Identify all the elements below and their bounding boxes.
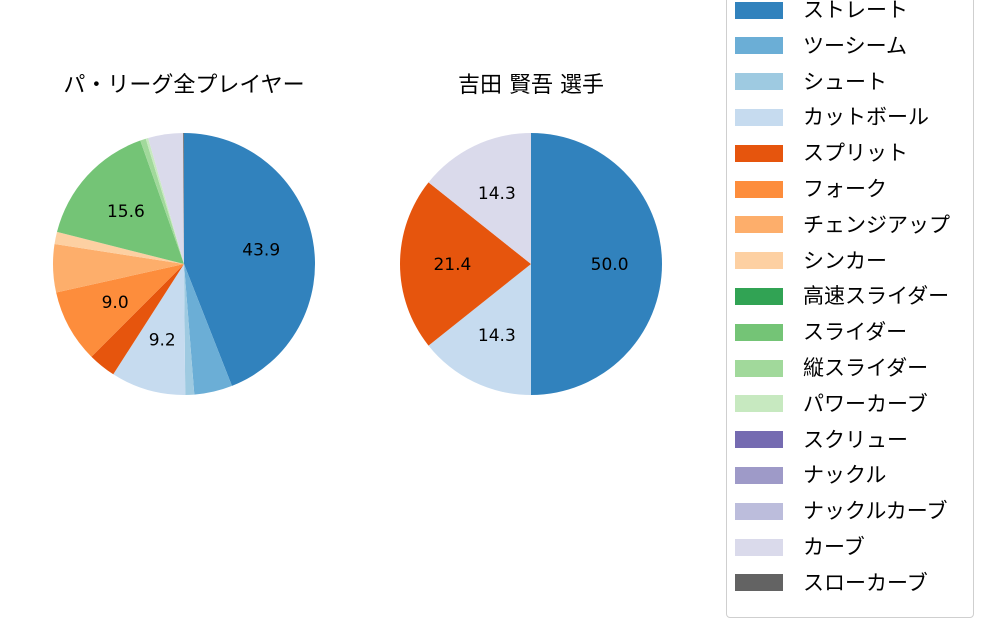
slice-value-label: 15.6 — [107, 202, 145, 222]
pie-slice — [184, 264, 195, 395]
legend-label: ツーシーム — [803, 33, 907, 58]
legend-item: 縦スライダー — [735, 355, 928, 381]
legend-label: チェンジアップ — [803, 212, 950, 237]
legend-item: カーブ — [735, 534, 865, 560]
pie-slice — [428, 133, 531, 264]
legend: ストレートツーシームシュートカットボール スプリットフォークチェンジアップ シンカー… — [726, 0, 974, 618]
pie-slice — [91, 264, 184, 375]
pie-slice — [56, 264, 184, 357]
legend-swatch — [735, 538, 783, 556]
legend-label: ナックル — [803, 463, 887, 488]
legend-swatch — [735, 216, 783, 234]
slice-value-label: 9.2 — [149, 331, 176, 351]
legend-label: カットボール — [803, 105, 929, 130]
pie-slice — [184, 132, 316, 386]
legend-item: パワーカーブ — [735, 391, 928, 417]
pie-slice — [113, 264, 186, 395]
pie-chart-player: 吉田 賢吾 選手 50.0 14.3 21.4 14.3 — [399, 73, 662, 395]
legend-swatch — [735, 73, 783, 91]
legend-swatch — [735, 37, 783, 55]
legend-item: スプリット — [735, 140, 908, 166]
legend-label: スライダー — [803, 320, 908, 345]
slice-value-label: 50.0 — [591, 255, 629, 275]
legend-label: 高速スライダー — [803, 284, 950, 309]
legend-label: ストレート — [803, 0, 908, 22]
pie-slice — [140, 138, 184, 264]
pie-slice — [531, 133, 662, 395]
legend-swatch — [735, 359, 783, 377]
pie-slice — [54, 231, 184, 264]
pie-slice — [428, 264, 531, 395]
pie-slice — [53, 244, 184, 293]
legend-item: フォーク — [735, 176, 887, 202]
chart-title-league: パ・リーグ全プレイヤー — [63, 73, 304, 98]
legend-swatch — [735, 287, 783, 305]
legend-item: ナックルカーブ — [735, 498, 947, 524]
pie-slice — [184, 264, 232, 395]
legend-item: カットボール — [735, 104, 929, 130]
legend-label: 縦スライダー — [803, 356, 929, 380]
legend-item: ツーシーム — [735, 33, 907, 59]
legend-swatch — [735, 395, 783, 413]
legend-label: スローカーブ — [803, 570, 928, 595]
legend-item: スローカーブ — [735, 570, 928, 596]
legend-item: シュート — [735, 69, 887, 95]
legend-item: 高速スライダー — [735, 283, 949, 309]
legend-swatch — [735, 1, 783, 19]
legend-swatch — [735, 574, 783, 592]
pie-charts: パ・リーグ全プレイヤー 43.9 9.2 9.0 15.6 吉田 賢吾 選手 50.0… — [53, 73, 662, 395]
legend-label: カーブ — [803, 535, 865, 559]
slice-value-label: 9.0 — [102, 293, 129, 313]
slice-value-label: 43.9 — [242, 240, 280, 260]
legend-swatch — [735, 431, 783, 449]
pie-chart-league: パ・リーグ全プレイヤー 43.9 9.2 9.0 15.6 — [53, 73, 316, 395]
chart-title-player: 吉田 賢吾 選手 — [458, 73, 604, 98]
legend-swatch — [735, 252, 783, 270]
legend-swatch — [735, 502, 783, 520]
legend-label: フォーク — [803, 177, 887, 201]
pie-slice — [56, 140, 184, 264]
legend-swatch — [735, 323, 783, 341]
legend-label: ナックルカーブ — [803, 499, 948, 524]
slice-value-label: 14.3 — [478, 184, 516, 204]
legend-item: スライダー — [735, 319, 907, 345]
legend-item: ストレート — [735, 0, 908, 23]
legend-label: シンカー — [803, 248, 887, 273]
legend-item: スクリュー — [735, 427, 908, 453]
legend-item: チェンジアップ — [735, 212, 950, 238]
legend-swatch — [735, 108, 783, 126]
slice-value-label: 14.3 — [478, 326, 516, 346]
pie-slice — [148, 133, 184, 264]
legend-swatch — [735, 180, 783, 198]
legend-item: ナックル — [735, 462, 886, 488]
pie-slice — [399, 182, 531, 346]
legend-swatch — [735, 144, 783, 162]
legend-label: パワーカーブ — [803, 391, 928, 416]
legend-label: スプリット — [803, 141, 908, 166]
legend-label: シュート — [803, 69, 887, 94]
legend-swatch — [735, 466, 783, 484]
slice-value-label: 21.4 — [433, 255, 471, 275]
pie-slice — [145, 138, 184, 264]
legend-label: スクリュー — [803, 427, 908, 452]
legend-item: シンカー — [735, 248, 887, 274]
pie-slice — [183, 132, 184, 264]
